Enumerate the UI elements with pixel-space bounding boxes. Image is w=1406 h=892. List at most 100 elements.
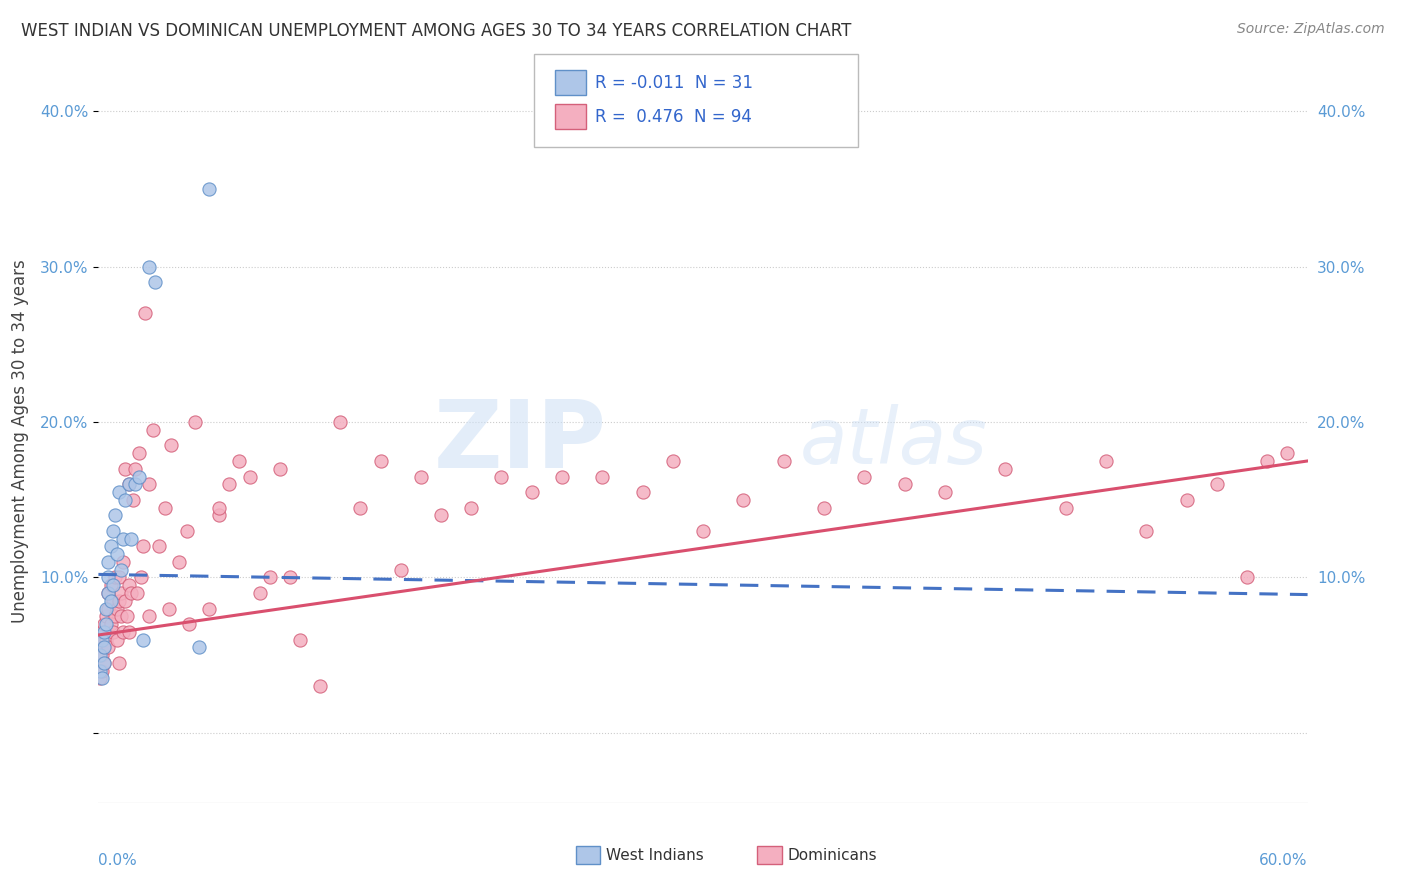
- Point: [138, 609, 160, 624]
- Point: [110, 586, 132, 600]
- Point: [128, 469, 150, 483]
- Point: [91, 648, 114, 663]
- Point: [121, 492, 143, 507]
- Point: [208, 500, 231, 515]
- Point: [198, 182, 221, 196]
- Point: [107, 656, 129, 670]
- FancyBboxPatch shape: [758, 847, 782, 864]
- Point: [409, 469, 432, 483]
- Point: [111, 532, 134, 546]
- Point: [96, 601, 118, 615]
- Point: [460, 500, 482, 515]
- Point: [100, 578, 122, 592]
- Text: R =  0.476  N = 94: R = 0.476 N = 94: [595, 108, 752, 126]
- Point: [853, 469, 876, 483]
- Point: [288, 632, 311, 647]
- Point: [1054, 500, 1077, 515]
- Point: [118, 578, 141, 592]
- Point: [1236, 570, 1258, 584]
- Point: [114, 594, 136, 608]
- Point: [100, 594, 122, 608]
- Point: [105, 601, 128, 615]
- Point: [249, 586, 271, 600]
- Text: atlas: atlas: [800, 403, 987, 480]
- Point: [97, 601, 120, 615]
- Point: [118, 477, 141, 491]
- Point: [107, 570, 129, 584]
- Point: [101, 624, 124, 639]
- Point: [111, 624, 134, 639]
- Point: [491, 469, 513, 483]
- Text: Source: ZipAtlas.com: Source: ZipAtlas.com: [1237, 22, 1385, 37]
- Point: [733, 492, 755, 507]
- Point: [228, 454, 250, 468]
- Point: [269, 461, 291, 475]
- Point: [96, 609, 118, 624]
- Point: [184, 415, 207, 429]
- Point: [1095, 454, 1118, 468]
- Point: [93, 640, 115, 655]
- Point: [389, 563, 412, 577]
- Point: [100, 540, 122, 554]
- Point: [167, 555, 190, 569]
- Point: [96, 632, 118, 647]
- Point: [120, 532, 142, 546]
- Point: [1206, 477, 1229, 491]
- Point: [97, 555, 120, 569]
- Point: [93, 656, 115, 670]
- Point: [110, 563, 132, 577]
- Point: [107, 594, 129, 608]
- Text: ZIP: ZIP: [433, 395, 606, 488]
- Point: [278, 570, 301, 584]
- Point: [692, 524, 714, 538]
- Point: [91, 672, 114, 686]
- Point: [591, 469, 613, 483]
- Point: [138, 260, 160, 274]
- Text: Dominicans: Dominicans: [787, 848, 877, 863]
- Point: [103, 609, 125, 624]
- Point: [93, 617, 115, 632]
- Point: [89, 672, 111, 686]
- Point: [813, 500, 835, 515]
- Text: R = -0.011  N = 31: R = -0.011 N = 31: [595, 74, 752, 92]
- Point: [93, 640, 115, 655]
- Point: [101, 594, 124, 608]
- Point: [101, 578, 124, 592]
- Point: [1175, 492, 1198, 507]
- Point: [520, 485, 543, 500]
- Point: [893, 477, 915, 491]
- Point: [128, 446, 150, 460]
- Point: [329, 415, 352, 429]
- Point: [89, 648, 111, 663]
- Point: [114, 492, 136, 507]
- Point: [91, 624, 114, 639]
- Point: [157, 601, 180, 615]
- Point: [118, 624, 141, 639]
- Point: [142, 423, 165, 437]
- Y-axis label: Unemployment Among Ages 30 to 34 years: Unemployment Among Ages 30 to 34 years: [11, 260, 30, 624]
- Point: [96, 617, 118, 632]
- Point: [239, 469, 262, 483]
- Point: [1135, 524, 1157, 538]
- Point: [107, 485, 129, 500]
- Point: [631, 485, 654, 500]
- Point: [129, 570, 152, 584]
- Point: [132, 632, 155, 647]
- Point: [115, 609, 138, 624]
- Point: [125, 586, 148, 600]
- Point: [93, 624, 115, 639]
- Point: [349, 500, 371, 515]
- Point: [100, 617, 122, 632]
- Point: [772, 454, 794, 468]
- Point: [259, 570, 281, 584]
- Point: [111, 555, 134, 569]
- Point: [103, 508, 125, 523]
- Point: [89, 664, 111, 678]
- Point: [148, 540, 170, 554]
- Point: [661, 454, 683, 468]
- Point: [138, 477, 160, 491]
- Point: [1277, 446, 1299, 460]
- Point: [551, 469, 574, 483]
- Point: [309, 679, 332, 693]
- Point: [101, 524, 124, 538]
